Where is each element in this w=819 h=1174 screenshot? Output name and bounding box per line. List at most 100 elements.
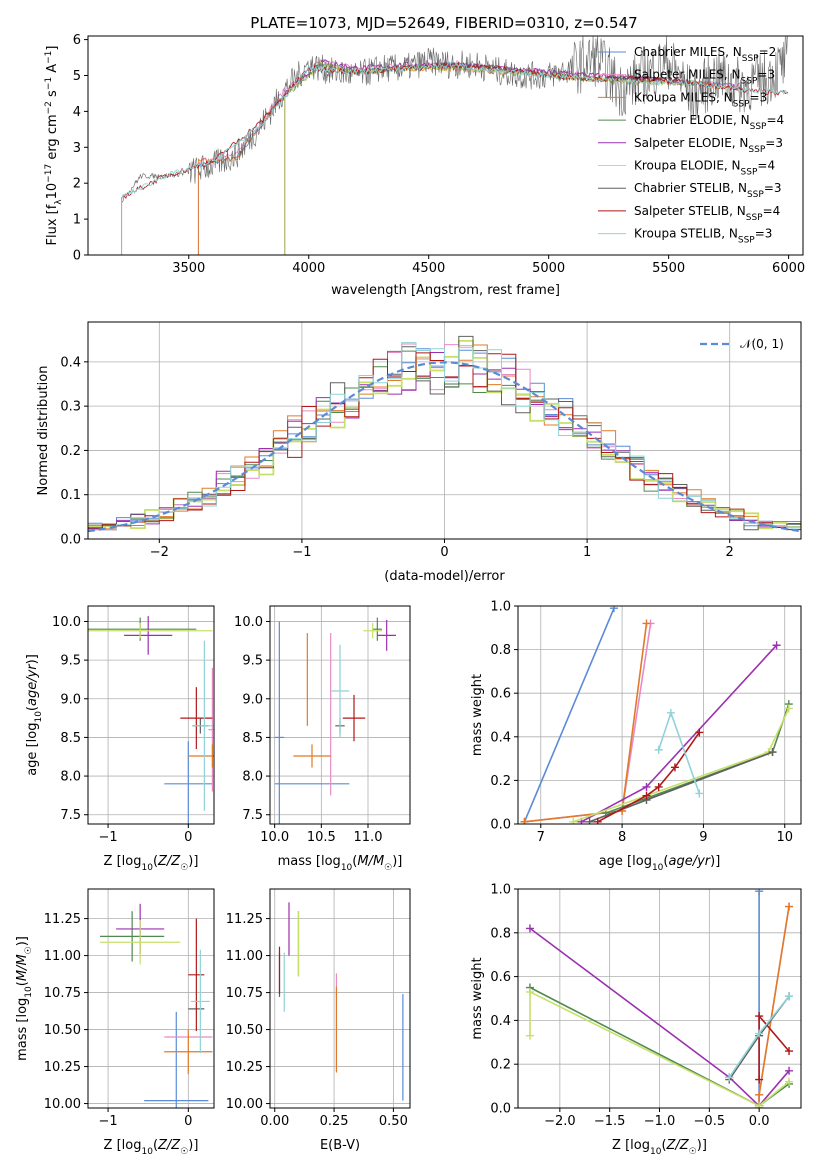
y-tick-label: 0.8: [490, 643, 511, 658]
weight-marker: [785, 1066, 794, 1075]
weight-marker: [755, 1029, 764, 1038]
x-tick-label: 8: [618, 830, 626, 845]
legend-label: Chabrier ELODIE, NSSP=4: [634, 113, 784, 132]
plot-area-weight_vs_Z: [525, 889, 794, 1108]
weight-marker: [768, 748, 777, 757]
x-axis-label: Z [log10(Z/Z☉)]: [104, 1138, 199, 1157]
y-tick-label: 0.0: [490, 818, 511, 833]
y-tick-label: 9.5: [60, 654, 81, 669]
y-tick-label: 0.0: [60, 533, 81, 548]
x-tick-label: 4500: [412, 261, 445, 276]
x-axis-label: age [log10(age/yr)]: [599, 854, 721, 873]
panel-age_vs_mass: 10.0 10.5 11.0 7.5 8.0 8.5 9.0 9.5 10.0 mass [log…: [234, 605, 411, 873]
weight-marker: [642, 791, 651, 800]
y-tick-label: 0.4: [490, 730, 511, 745]
y-tick-label: 0.3: [60, 400, 81, 415]
x-tick-label: 0: [440, 545, 448, 560]
x-tick-label: −1: [292, 545, 311, 560]
legend: Chabrier MILES, NSSP=2 Salpeter MILES, NS…: [598, 45, 784, 246]
x-tick-label: −2.0: [544, 1114, 576, 1129]
legend-label: Salpeter MILES, NSSP=3: [634, 68, 775, 87]
legend-label: Kroupa ELODIE, NSSP=4: [634, 159, 775, 178]
legend-label: Kroupa STELIB, NSSP=3: [634, 227, 772, 246]
y-tick-label: 0.4: [490, 1014, 511, 1029]
y-tick-label: 10.50: [226, 1023, 263, 1038]
plot-area-spectrum: [121, 36, 789, 255]
plot-area-age_vs_mass: [274, 617, 396, 824]
plot-area-residuals: [88, 335, 801, 533]
weight-marker: [755, 1075, 764, 1084]
weight-marker: [725, 1073, 734, 1082]
x-tick-label: −1.5: [594, 1114, 626, 1129]
legend-label: Kroupa MILES, NSSP=3: [634, 90, 767, 109]
y-tick-label: 9.0: [60, 692, 81, 707]
y-tick-label: 10.75: [44, 986, 81, 1001]
y-tick-label: 0: [73, 249, 81, 264]
y-tick-label: 7.5: [60, 808, 81, 823]
plots: 3500 4000 4500 5000 5500 6000 0 1 2 3 4 5 6 wavelengt…: [15, 33, 805, 1157]
weight-line: [523, 607, 615, 823]
legend-label: Chabrier MILES, NSSP=2: [634, 45, 776, 64]
y-tick-label: 9.5: [242, 654, 263, 669]
x-tick-label: 0: [184, 1114, 192, 1129]
y-tick-label: 10.25: [44, 1060, 81, 1075]
y-tick-label: 0.8: [490, 926, 511, 941]
y-tick-label: 0.6: [490, 970, 511, 985]
y-tick-label: 10.0: [52, 615, 81, 630]
spectrum-line: [121, 61, 789, 255]
x-axis-label: Z [log10(Z/Z☉)]: [104, 854, 199, 873]
x-tick-label: 2: [726, 545, 734, 560]
x-tick-label: 4000: [292, 261, 325, 276]
x-tick-label: 0.50: [379, 1114, 408, 1129]
panel-mass_vs_ebv: 0.00 0.25 0.50 10.00 10.25 10.50 10.75 11.00 11.…: [226, 888, 411, 1153]
panel-age_vs_Z: −1 0 7.5 8.0 8.5 9.0 9.5 10.0 Z [log10(Z/Z☉)] age…: [25, 605, 215, 873]
weight-line: [529, 927, 790, 1107]
x-tick-label: 1: [583, 545, 591, 560]
axes-frame: [87, 888, 215, 1109]
histogram-step: [88, 342, 801, 531]
x-tick-label: 7: [537, 830, 545, 845]
legend-label: 𝒩(0, 1): [740, 337, 784, 351]
x-tick-label: 5000: [532, 261, 565, 276]
panel-residuals: −2 −1 0 1 2 0.0 0.1 0.2 0.3 0.4 (data-model)/error…: [36, 321, 802, 584]
weight-marker: [525, 987, 534, 996]
y-axis-label: Normed distribution: [36, 366, 51, 496]
x-tick-label: 0: [184, 830, 192, 845]
axes-frame: [87, 605, 215, 825]
y-tick-label: 11.00: [226, 949, 263, 964]
x-tick-label: 10.5: [307, 830, 336, 845]
y-axis-label: age [log10(age/yr)]: [25, 654, 44, 776]
y-tick-label: 0.0: [490, 1102, 511, 1117]
x-axis-label: E(B-V): [320, 1138, 360, 1153]
weight-line: [529, 990, 790, 1107]
weight-marker: [585, 817, 594, 824]
x-tick-label: −0.5: [694, 1114, 726, 1129]
plot-area-mass_vs_Z: [100, 903, 213, 1108]
axes-frame: [269, 605, 411, 825]
x-axis-label: mass [log10(M/M☉)]: [278, 854, 403, 873]
x-axis-label: (data-model)/error: [384, 569, 505, 584]
weight-marker: [695, 789, 704, 798]
panel-mass_vs_Z: −1 0 10.00 10.25 10.50 10.75 11.00 11.25 Z [log1…: [15, 888, 215, 1157]
weight-marker: [785, 992, 794, 1001]
weight-marker: [642, 782, 651, 791]
weight-marker: [755, 1101, 764, 1108]
x-tick-label: 5500: [652, 261, 685, 276]
x-tick-label: −1: [98, 830, 117, 845]
figure-title: PLATE=1073, MJD=52649, FIBERID=0310, z=0…: [250, 14, 637, 32]
y-tick-label: 10.00: [226, 1097, 263, 1112]
y-tick-label: 3: [73, 141, 81, 156]
y-axis-label: mass [log10(M/M☉)]: [15, 936, 34, 1061]
y-tick-label: 10.0: [234, 615, 263, 630]
y-tick-label: 8.5: [242, 731, 263, 746]
y-tick-label: 5: [73, 69, 81, 84]
y-tick-label: 6: [73, 33, 81, 48]
weight-marker: [525, 1031, 534, 1040]
y-tick-label: 10.00: [44, 1097, 81, 1112]
gaussian-curve: [88, 361, 801, 533]
x-tick-label: 0.0: [749, 1114, 770, 1129]
x-tick-label: 10: [776, 830, 793, 845]
weight-marker: [785, 1077, 794, 1086]
weight-marker: [784, 704, 793, 713]
y-tick-label: 1.0: [490, 600, 511, 615]
